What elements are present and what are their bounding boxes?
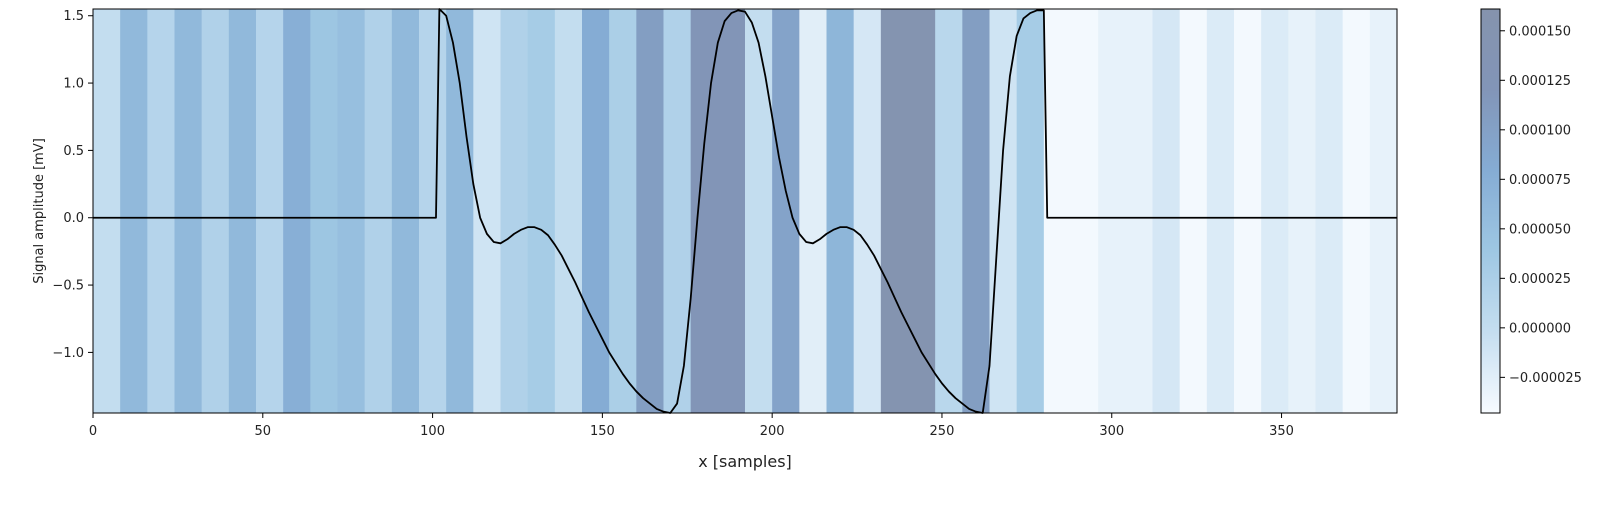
heatmap-band xyxy=(1342,9,1371,413)
colorbar-tick-label: 0.000050 xyxy=(1509,222,1571,237)
colorbar-tick-label: 0.000100 xyxy=(1509,123,1571,138)
heatmap-band xyxy=(853,9,882,413)
heatmap-band xyxy=(283,9,311,413)
heatmap-band xyxy=(391,9,420,413)
heatmap-band xyxy=(1152,9,1181,413)
x-axis-ticks: 0 50 100 150 200 250 300 350 xyxy=(89,413,1294,439)
heatmap-band xyxy=(1261,9,1289,413)
x-tick-label: 0 xyxy=(89,424,97,439)
x-tick-label: 300 xyxy=(1099,424,1124,439)
heatmap-band xyxy=(690,9,719,413)
heatmap-band xyxy=(935,9,963,413)
heatmap-band xyxy=(1234,9,1262,413)
heatmap-band xyxy=(120,9,148,413)
colorbar-tick-label: 0.000125 xyxy=(1509,74,1571,89)
heatmap-band xyxy=(446,9,474,413)
y-tick-label: 0.0 xyxy=(63,211,84,226)
heatmap-band xyxy=(1043,9,1072,413)
heatmap-band xyxy=(663,9,692,413)
x-axis-label: x [samples] xyxy=(698,452,792,471)
x-tick-label: 250 xyxy=(930,424,955,439)
heatmap-band xyxy=(256,9,284,413)
x-tick-label: 100 xyxy=(420,424,445,439)
heatmap-band xyxy=(554,9,583,413)
heatmap-band xyxy=(962,9,990,413)
heatmap-band xyxy=(1098,9,1126,413)
heatmap-band xyxy=(880,9,909,413)
colorbar-gradient xyxy=(1480,8,1501,414)
heatmap-band xyxy=(908,9,936,413)
x-tick-label: 200 xyxy=(760,424,785,439)
heatmap-band xyxy=(174,9,203,413)
heatmap-band xyxy=(1206,9,1235,413)
heatmap-band xyxy=(826,9,855,413)
signal-line xyxy=(93,8,1397,414)
heatmap-band xyxy=(1071,9,1099,413)
x-tick-label: 350 xyxy=(1269,424,1294,439)
heatmap-band xyxy=(799,9,827,413)
colorbar-tick-label: 0.000000 xyxy=(1509,321,1571,336)
heatmap-band xyxy=(310,9,338,413)
y-tick-label: 1.5 xyxy=(63,9,84,24)
heatmap-band xyxy=(147,9,175,413)
y-tick-label: 0.5 xyxy=(63,144,84,159)
heatmap-band xyxy=(473,9,501,413)
heatmap-band xyxy=(201,9,230,413)
x-tick-label: 50 xyxy=(255,424,272,439)
heatmap-band xyxy=(1315,9,1344,413)
y-tick-label: −1.0 xyxy=(52,346,84,361)
heatmap-band xyxy=(419,9,447,413)
heatmap-band xyxy=(527,9,556,413)
colorbar-tick-label: 0.000150 xyxy=(1509,24,1571,39)
y-tick-label: 1.0 xyxy=(63,77,84,92)
heatmap-band xyxy=(609,9,637,413)
heatmap-band xyxy=(364,9,393,413)
colorbar: −0.000025 0.000000 0.000025 0.000050 0.00007… xyxy=(1480,8,1582,414)
signal-line-group xyxy=(93,8,1397,414)
colorbar-tick-label: −0.000025 xyxy=(1509,371,1582,386)
heatmap-band xyxy=(636,9,664,413)
heatmap-band xyxy=(337,9,366,413)
heatmap-band xyxy=(1125,9,1153,413)
heatmap-band xyxy=(772,9,800,413)
heatmap-band xyxy=(1369,9,1398,413)
heatmap-band xyxy=(717,9,746,413)
heatmap-bands xyxy=(93,9,1398,413)
x-tick-label: 150 xyxy=(590,424,615,439)
heatmap-band xyxy=(989,9,1018,413)
heatmap-band xyxy=(228,9,257,413)
y-axis-label: Signal amplitude [mV] xyxy=(32,138,47,284)
heatmap-band xyxy=(1288,9,1316,413)
heatmap-band xyxy=(1179,9,1208,413)
heatmap-band xyxy=(582,9,610,413)
heatmap-band xyxy=(93,9,121,413)
heatmap-band xyxy=(500,9,529,413)
colorbar-tick-label: 0.000075 xyxy=(1509,173,1571,188)
plot-frame xyxy=(92,8,1398,414)
y-axis-ticks: −1.0 −0.5 0.0 0.5 1.0 1.5 xyxy=(52,9,93,361)
colorbar-tick-label: 0.000025 xyxy=(1509,272,1571,287)
y-tick-label: −0.5 xyxy=(52,279,84,294)
heatmap-band xyxy=(1016,9,1045,413)
heatmap-band xyxy=(745,9,773,413)
